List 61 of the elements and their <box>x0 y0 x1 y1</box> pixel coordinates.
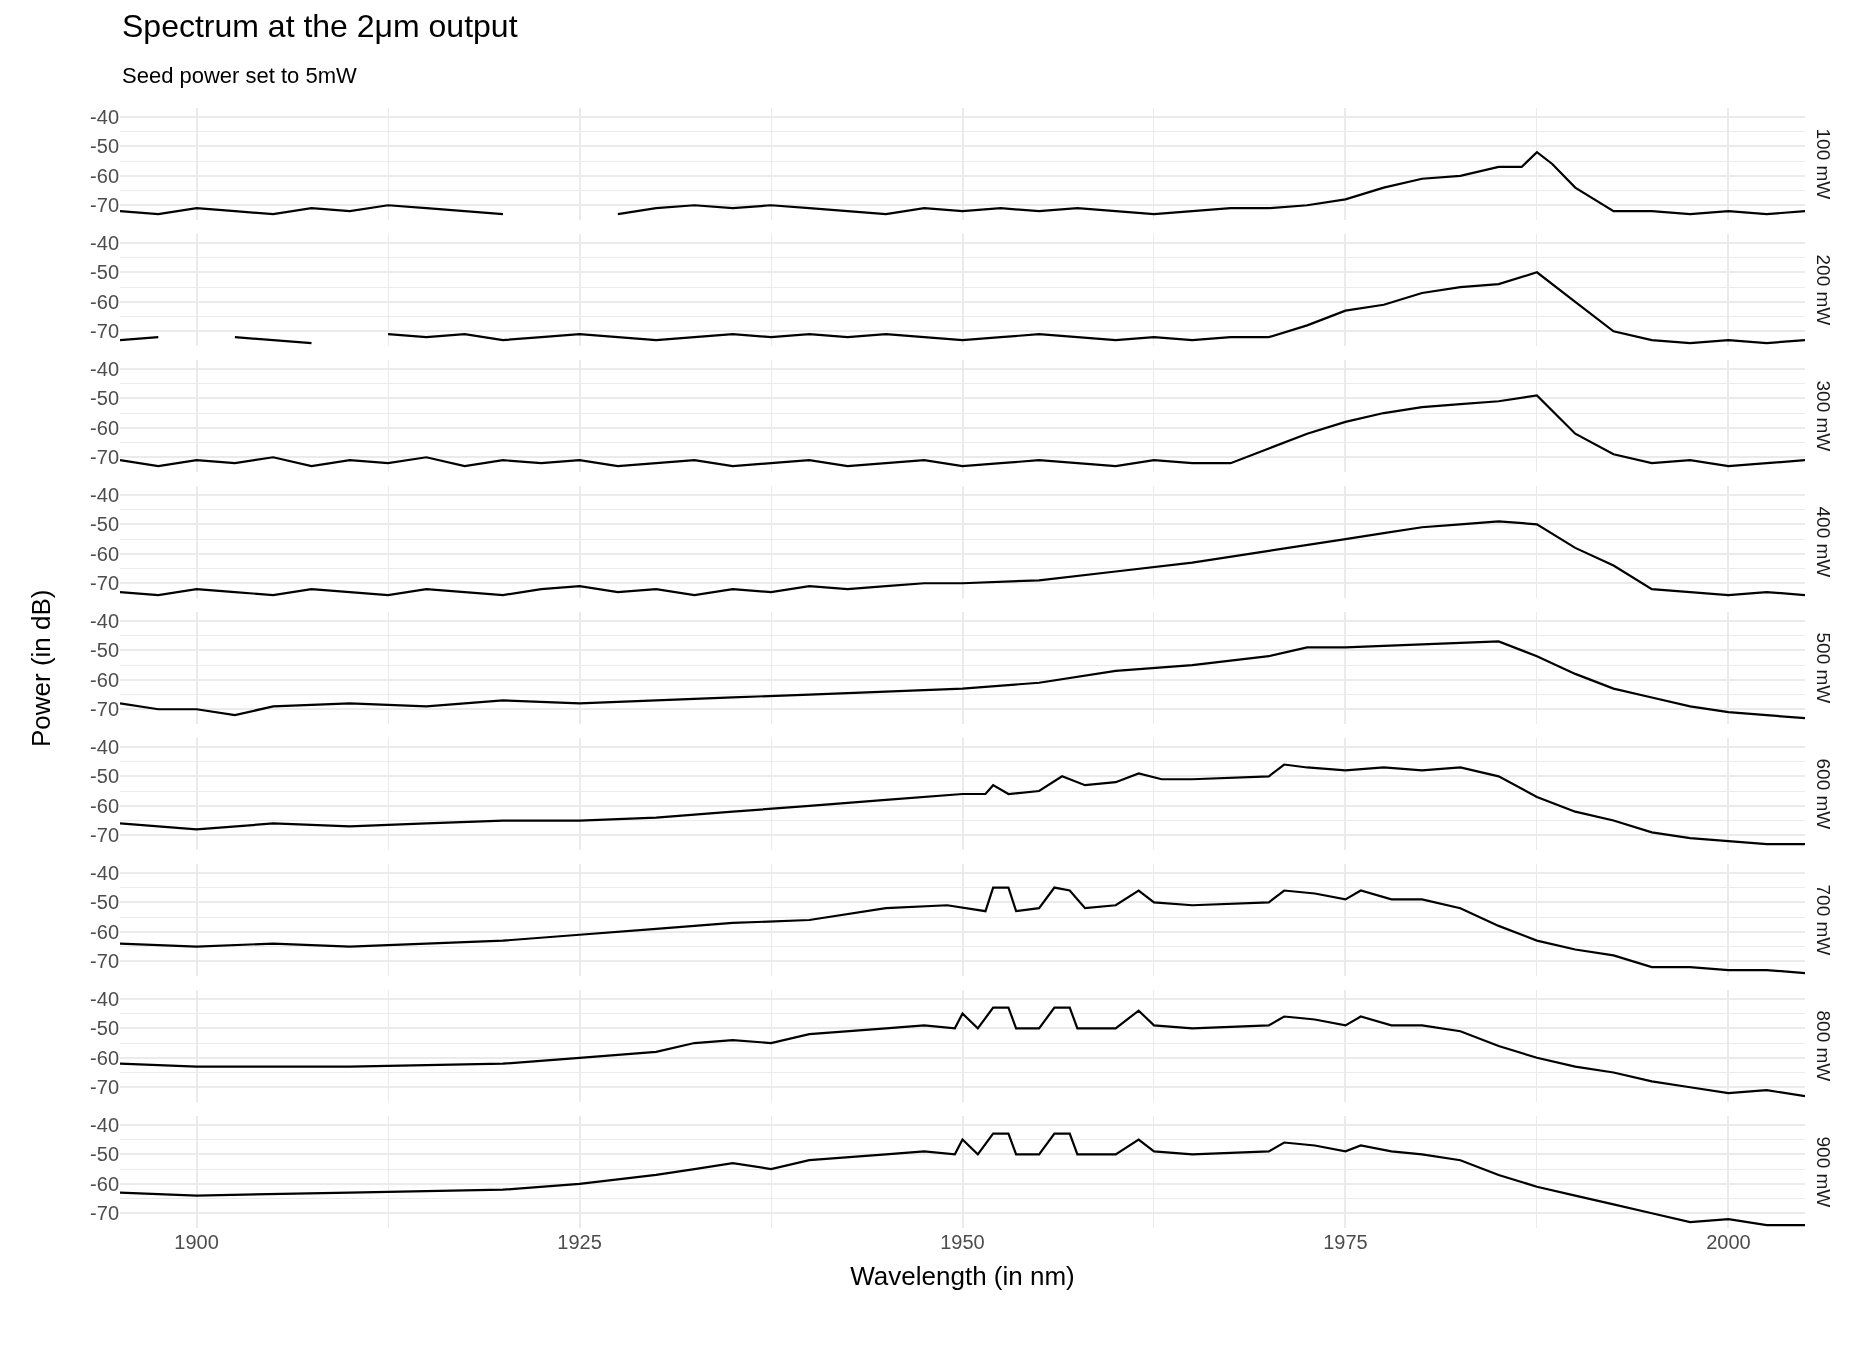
y-tick-label: -50 <box>90 1143 119 1166</box>
y-tick-label: -60 <box>90 794 119 817</box>
x-tick-label: 1900 <box>174 1231 219 1253</box>
y-tick-label: -50 <box>90 135 119 158</box>
y2-axis-title: 900 mW <box>1812 1136 1834 1208</box>
line-series <box>120 1006 1805 1098</box>
y2-axis-title: 800 mW <box>1812 1010 1834 1082</box>
y2-axis-title: 400 mW <box>1812 506 1834 578</box>
y-tick-label: -70 <box>90 1202 119 1225</box>
y-tick-label: -70 <box>90 572 119 595</box>
y-tick-label: -50 <box>90 1017 119 1040</box>
y-tick-label: -60 <box>90 416 119 439</box>
x-tick-label: 2000 <box>1706 1231 1751 1253</box>
y2-axis-title: 200 mW <box>1812 254 1834 326</box>
y-axis-title: Power (in dB) <box>26 589 56 747</box>
y2-axis-title: 500 mW <box>1812 632 1834 704</box>
x-tick-label: 1975 <box>1323 1231 1368 1253</box>
y-tick-label: -70 <box>90 194 119 217</box>
line-series <box>120 394 1805 468</box>
y-tick-label: -70 <box>90 320 119 343</box>
y-tick-label: -70 <box>90 1076 119 1099</box>
y-tick-label: -40 <box>90 1113 119 1136</box>
y-tick-label: -50 <box>90 387 119 410</box>
y-tick-label: -60 <box>90 668 119 691</box>
y-tick-label: -60 <box>90 1046 119 1069</box>
y-tick-label: -40 <box>90 231 119 254</box>
y-tick-label: -50 <box>90 765 119 788</box>
y-tick-label: -40 <box>90 609 119 632</box>
x-tick-label: 1950 <box>940 1231 985 1253</box>
line-series <box>120 640 1805 720</box>
y-tick-label: -50 <box>90 891 119 914</box>
y-tick-label: -60 <box>90 1172 119 1195</box>
chart-title: Spectrum at the 2μm output <box>122 8 518 44</box>
y-tick-label: -40 <box>90 735 119 758</box>
line-series <box>120 1132 1805 1227</box>
y2-axis-title: 100 mW <box>1812 128 1834 200</box>
y-tick-label: -50 <box>90 261 119 284</box>
y-tick-label: -40 <box>90 357 119 380</box>
x-tick-label: 1925 <box>557 1231 602 1253</box>
line-series <box>120 763 1805 846</box>
chart-subtitle: Seed power set to 5mW <box>122 63 358 88</box>
line-series <box>120 520 1805 597</box>
y-tick-label: -70 <box>90 446 119 469</box>
y-tick-label: -60 <box>90 164 119 187</box>
y2-axis-title: 600 mW <box>1812 758 1834 830</box>
y-tick-label: -40 <box>90 987 119 1010</box>
x-axis-title: Wavelength (in nm) <box>850 1260 1075 1291</box>
y2-axis-title: 700 mW <box>1812 884 1834 956</box>
y-tick-label: -70 <box>90 950 119 973</box>
y-tick-label: -70 <box>90 824 119 847</box>
y2-axis-title: 300 mW <box>1812 380 1834 452</box>
y-tick-label: -60 <box>90 920 119 943</box>
y-tick-label: -60 <box>90 290 119 313</box>
y-tick-label: -70 <box>90 698 119 721</box>
y-tick-label: -40 <box>90 483 119 506</box>
line-series <box>120 886 1805 975</box>
y-tick-label: -40 <box>90 861 119 884</box>
y-tick-label: -50 <box>90 639 119 662</box>
y-tick-label: -40 <box>90 105 119 128</box>
y-tick-label: -60 <box>90 542 119 565</box>
y-tick-label: -50 <box>90 513 119 536</box>
